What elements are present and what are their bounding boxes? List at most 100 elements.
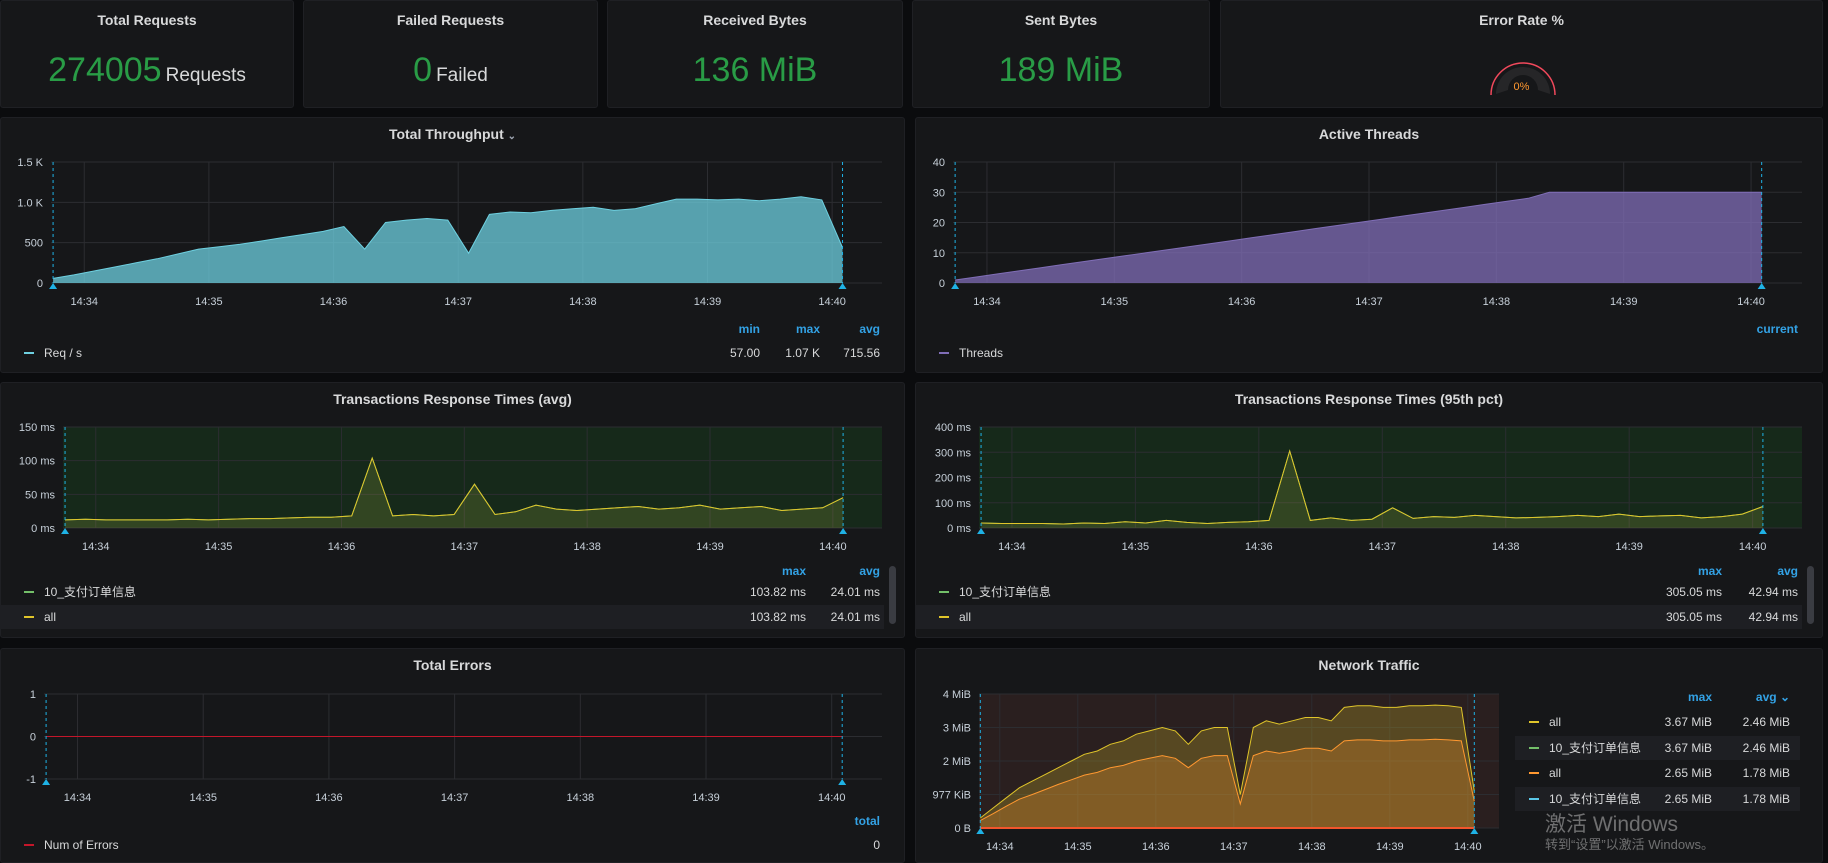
series-color-swatch[interactable] [24,616,34,618]
x-tick-label: 14:39 [692,792,720,804]
series-area [981,451,1763,528]
series-color-swatch[interactable] [24,844,34,846]
legend-header-max[interactable]: max [740,322,820,336]
legend-header-total[interactable]: total [800,814,880,828]
legend-series-name[interactable]: Threads [959,346,1004,360]
sort-chevron-icon[interactable]: ⌄ [1776,690,1790,704]
series-color-swatch[interactable] [1529,721,1539,723]
panel-title: Total Errors [413,657,492,673]
legend-header-avg[interactable]: avg [800,322,880,336]
series-color-swatch[interactable] [1529,797,1539,800]
chart-resp-avg[interactable]: 0 ms 50 ms 100 ms 150 ms 14:34 14:35 14:36 14:3… [19,422,882,553]
panel-title[interactable]: Total Throughput ⌄ [1,126,904,142]
legend-value: 0 [873,838,880,852]
legend-header-label: avg [1777,564,1798,578]
legend-value: 1.78 MiB [1742,791,1790,806]
legend-item[interactable]: Num of Errors 0 [0,833,905,857]
chart-throughput[interactable]: 0 500 1.0 K 1.5 K 14:34 14:35 14:36 14:37 14:38 1… [17,157,882,308]
x-tick-label: 14:40 [1454,841,1482,853]
panel-title: Network Traffic [1318,657,1420,673]
x-tick-label: 14:38 [1483,296,1511,308]
legend-item[interactable]: 10_支付订单信息 2.65 MiB 1.78 MiB [1515,786,1800,811]
legend-item[interactable]: all 305.05 ms 42.94 ms [915,605,1802,629]
chart-threads[interactable]: 0 10 20 30 40 14:34 14:35 14:36 14:37 14:38 14:39 1… [933,157,1802,308]
stat-received-bytes: Received Bytes 136 MiB [607,0,903,108]
chart-errors[interactable]: -1 0 1 14:34 14:35 14:36 14:37 14:38 14:39 14:40 [26,689,882,804]
legend-series-name[interactable]: all [1549,766,1562,780]
legend-series-name[interactable]: 10_支付订单信息 [1549,791,1642,806]
chart-resp-95[interactable]: 0 ms 100 ms 200 ms 300 ms 400 ms 14:34 14:35 14… [935,422,1802,553]
panel-title: Total Requests [97,12,197,28]
legend-value: 103.82 ms [749,610,806,624]
legend-series-name[interactable]: Req / s [44,346,83,360]
x-tick-label: 14:37 [1355,296,1383,308]
x-tick-label: 14:37 [444,296,472,308]
x-tick-label: 14:35 [1122,541,1150,553]
legend-value: 715.56 [843,346,880,360]
series-area [981,451,1763,528]
y-tick-label: 0 B [954,823,971,835]
unit: Requests [165,65,246,86]
annotation-marker-icon [1757,283,1766,289]
legend-series-name[interactable]: all [1549,715,1562,729]
series-color-swatch[interactable] [939,352,949,354]
x-tick-label: 14:34 [973,296,1001,308]
legend-header-min[interactable]: min [680,322,760,336]
title-text: Total Throughput [388,126,504,142]
legend-header-current[interactable]: current [1718,322,1798,336]
legend-header-max[interactable]: max [1642,564,1722,578]
x-tick-label: 14:35 [195,296,223,308]
legend-series-name[interactable]: all [44,610,57,624]
legend-item[interactable]: Req / s 57.00 1.07 K 715.56 [0,341,905,365]
legend-header-avg[interactable]: avg [800,564,880,578]
legend-item[interactable]: 10_支付订单信息 103.82 ms 24.01 ms [0,580,884,604]
legend-item[interactable]: all 3.67 MiB 2.46 MiB [1515,710,1800,734]
x-tick-label: 14:35 [1101,296,1129,308]
legend-value: 42.94 ms [1748,585,1798,599]
chevron-down-icon[interactable]: ⌄ [507,131,517,142]
annotation-marker-icon [839,528,848,534]
series-color-swatch[interactable] [939,616,949,618]
legend-header-avg[interactable]: avg [1718,564,1798,578]
x-tick-label: 14:36 [1245,541,1273,553]
series-color-swatch[interactable] [24,352,34,354]
legend-item[interactable]: 10_支付订单信息 3.67 MiB 2.46 MiB [1515,735,1800,760]
legend-scrollbar[interactable] [1807,566,1814,624]
series-color-swatch[interactable] [24,591,34,593]
legend-header-label: avg [1755,690,1777,704]
legend-value: 305.05 ms [1665,610,1722,624]
legend-series-name[interactable]: 10_支付订单信息 [44,585,137,599]
legend-series-name[interactable]: Num of Errors [44,838,119,852]
x-tick-label: 14:36 [1142,841,1170,853]
legend-item[interactable]: all 2.65 MiB 1.78 MiB [1515,761,1800,785]
legend-scrollbar[interactable] [889,566,896,624]
legend-header-avg[interactable]: avg ⌄ [1710,690,1790,704]
y-tick-label: 30 [933,187,945,199]
legend-value: 3.67 MiB [1664,740,1712,755]
x-tick-label: 14:34 [64,792,92,804]
stat-sent-bytes: Sent Bytes 189 MiB [912,0,1210,108]
legend-item[interactable]: all 103.82 ms 24.01 ms [0,605,884,629]
series-color-swatch[interactable] [939,591,949,593]
legend-series-name[interactable]: 10_支付订单信息 [1549,740,1642,755]
panel-title: Active Threads [1318,126,1420,142]
legend-value: 103.82 ms [749,585,806,599]
legend-series-name[interactable]: all [959,610,972,624]
series-color-swatch[interactable] [1529,746,1539,749]
x-tick-label: 14:38 [569,296,597,308]
annotation-marker-icon [42,779,51,785]
series-line [980,738,1475,822]
legend-header-max[interactable]: max [1632,690,1712,704]
legend-item[interactable]: Threads [915,341,1823,365]
annotation-marker-icon [838,779,847,785]
y-tick-label: 500 [25,238,43,250]
legend-header-max[interactable]: max [726,564,806,578]
series-color-swatch[interactable] [1529,772,1539,774]
chart-network[interactable]: 0 B 977 KiB 2 MiB 3 MiB 4 MiB 14:34 14:35 14:36… [932,689,1499,853]
stat-value: 136 MiB [608,51,902,90]
legend-series-name[interactable]: 10_支付订单信息 [959,585,1052,599]
legend-header-label: max [1687,690,1712,704]
legend-item[interactable]: 10_支付订单信息 305.05 ms 42.94 ms [915,580,1802,604]
y-tick-label: 10 [933,248,945,260]
legend-value: 305.05 ms [1665,585,1722,599]
